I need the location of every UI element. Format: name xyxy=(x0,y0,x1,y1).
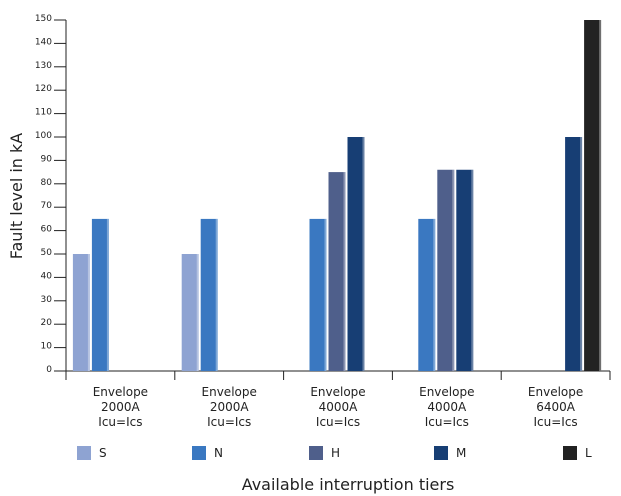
category-label: Icu=Ics xyxy=(425,415,469,429)
y-tick-label: 100 xyxy=(35,131,52,141)
bar-n-3 xyxy=(309,218,327,371)
legend-label-h: H xyxy=(331,446,340,460)
bar-edge-m-4 xyxy=(471,169,474,371)
y-tick-label: 0 xyxy=(46,365,52,375)
bar-h-4 xyxy=(437,169,455,371)
bar-edge-n-3 xyxy=(324,218,327,371)
bar-s-2 xyxy=(181,254,199,371)
category-label: Icu=Ics xyxy=(316,415,360,429)
y-tick-label: 110 xyxy=(35,108,52,118)
y-tick-label: 90 xyxy=(41,154,53,164)
y-tick-label: 140 xyxy=(35,37,52,47)
x-axis-ticks xyxy=(65,371,611,380)
bar-edge-h-4 xyxy=(452,169,455,371)
bar-s-1 xyxy=(72,254,90,371)
bar-n-2 xyxy=(200,218,218,371)
legend-swatch-m xyxy=(434,446,448,460)
bar-edge-h-3 xyxy=(343,172,346,371)
legend-label-l: L xyxy=(585,446,592,460)
y-axis-ticks: 0 10 20 30 40 50 60 70 80 90 100 110 120 130 140 150 xyxy=(35,14,66,375)
category-label: Icu=Ics xyxy=(534,415,578,429)
category-label: Envelope xyxy=(419,385,474,399)
y-tick-label: 120 xyxy=(35,84,52,94)
legend-swatch-s xyxy=(77,446,91,460)
y-tick-label: 70 xyxy=(41,201,53,211)
category-label: Envelope xyxy=(528,385,583,399)
y-tick-label: 60 xyxy=(41,225,53,235)
category-label: Envelope xyxy=(202,385,257,399)
bar-edge-s-2 xyxy=(196,254,199,371)
bar-m-3 xyxy=(347,137,365,371)
category-label: 2000A xyxy=(101,400,141,414)
legend-swatch-h xyxy=(309,446,323,460)
category-label: Envelope xyxy=(310,385,365,399)
y-tick-label: 150 xyxy=(35,14,52,24)
y-axis-title: Fault level in kA xyxy=(7,133,26,260)
bar-edge-l-5 xyxy=(599,20,602,371)
legend-label-s: S xyxy=(99,446,107,460)
bar-edge-m-3 xyxy=(362,137,365,371)
category-label: 2000A xyxy=(210,400,250,414)
y-tick-label: 10 xyxy=(41,342,53,352)
x-axis-title: Available interruption tiers xyxy=(242,475,455,494)
y-tick-label: 40 xyxy=(41,271,53,281)
bar-m-5 xyxy=(565,137,583,371)
bar-edge-m-5 xyxy=(580,137,583,371)
category-labels: Envelope2000AIcu=IcsEnvelope2000AIcu=Ics… xyxy=(93,385,584,429)
category-label: 4000A xyxy=(319,400,359,414)
category-label: Icu=Ics xyxy=(207,415,251,429)
bars xyxy=(72,20,602,371)
bar-edge-n-4 xyxy=(433,218,436,371)
y-tick-label: 20 xyxy=(41,318,53,328)
category-label: 6400A xyxy=(536,400,576,414)
category-label: Envelope xyxy=(93,385,148,399)
legend-swatch-l xyxy=(563,446,577,460)
y-tick-label: 50 xyxy=(41,248,53,258)
bar-h-3 xyxy=(328,172,346,371)
y-tick-label: 30 xyxy=(41,295,53,305)
legend-label-m: M xyxy=(456,446,466,460)
category-label: 4000A xyxy=(427,400,467,414)
category-label: Icu=Ics xyxy=(98,415,142,429)
y-tick-label: 130 xyxy=(35,61,52,71)
bar-m-4 xyxy=(456,169,474,371)
bar-l-5 xyxy=(584,20,602,371)
legend-swatch-n xyxy=(192,446,206,460)
bar-n-1 xyxy=(91,218,109,371)
bar-edge-n-2 xyxy=(215,218,218,371)
y-tick-label: 80 xyxy=(41,178,53,188)
bar-edge-n-1 xyxy=(106,218,109,371)
legend-label-n: N xyxy=(214,446,223,460)
bar-n-4 xyxy=(418,218,436,371)
bar-edge-s-1 xyxy=(87,254,90,371)
